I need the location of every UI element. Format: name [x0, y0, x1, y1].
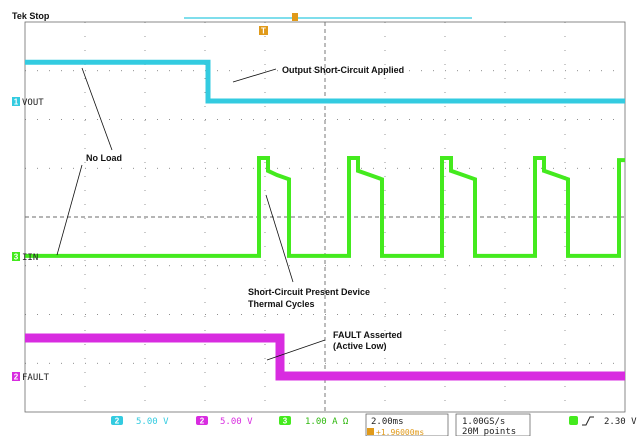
ch3-marker-number: 3 — [14, 253, 19, 262]
falling-edge-icon — [582, 416, 594, 426]
ch2-readout-number: 2 — [200, 417, 205, 426]
ch1-readout-number: 2 — [115, 417, 120, 426]
graticule-grid — [25, 22, 625, 412]
annotation-leaders — [56, 67, 326, 361]
timebase: 2.00ms — [371, 417, 404, 427]
annotation-thermal-line1: Short-Circuit Present Device — [248, 287, 370, 297]
trigger-level: 2.30 V — [604, 417, 637, 427]
ch3-readout: 3 1.00 A Ω — [279, 416, 349, 427]
trace-fault — [25, 333, 625, 381]
trace-iin — [25, 156, 625, 258]
readout-bar: 2 5.00 V 2 5.00 V 3 1.00 A Ω 2.00ms +1.9… — [111, 413, 637, 436]
ch2-readout: 2 5.00 V — [196, 416, 253, 427]
annotation-short-circuit: Output Short-Circuit Applied — [282, 65, 404, 75]
traces — [25, 59, 625, 381]
ch1-label: VOUT — [22, 98, 44, 108]
trigger-position-marker: T — [259, 26, 268, 36]
timebase-box — [365, 413, 449, 436]
trace-vout — [25, 59, 625, 104]
fault-leader — [266, 339, 326, 361]
ch1-marker: 1 VOUT — [12, 97, 44, 108]
ch2-label: FAULT — [22, 373, 50, 383]
delay: +1.96000ms — [376, 428, 424, 436]
annotation-fault-line1: FAULT Asserted — [333, 330, 402, 340]
annotation-thermal-line2: Thermal Cycles — [248, 299, 315, 309]
no-load-leader-bottom — [56, 164, 83, 256]
annotation-fault-line2: (Active Low) — [333, 341, 387, 351]
position-marker — [292, 13, 298, 21]
trigger-readout: 2.30 V — [569, 416, 637, 427]
thermal-leader — [265, 194, 294, 283]
record-length: 20M points — [462, 427, 516, 436]
ch3-marker: 3 IIN — [12, 252, 38, 263]
ch2-marker: 2 FAULT — [12, 372, 50, 383]
acquisition-box — [455, 413, 531, 436]
ch3-readout-number: 3 — [283, 417, 288, 426]
ch2-scale: 5.00 V — [220, 417, 253, 427]
ch3-label: IIN — [22, 253, 38, 263]
annotation-no-load: No Load — [86, 153, 122, 163]
trigger-marker-label: T — [261, 27, 266, 36]
sample-rate: 1.00GS/s — [462, 417, 505, 427]
ch1-scale: 5.00 V — [136, 417, 169, 427]
short-circuit-leader — [232, 68, 277, 83]
status-label: Tek Stop — [12, 11, 50, 21]
ch1-readout: 2 5.00 V — [111, 416, 169, 427]
ch1-marker-number: 1 — [14, 98, 19, 107]
ch3-scale: 1.00 A Ω — [305, 417, 349, 427]
ch2-marker-number: 2 — [14, 373, 19, 382]
delay-icon — [367, 428, 374, 435]
trigger-source-icon — [569, 416, 578, 425]
no-load-leader-top — [81, 67, 113, 151]
